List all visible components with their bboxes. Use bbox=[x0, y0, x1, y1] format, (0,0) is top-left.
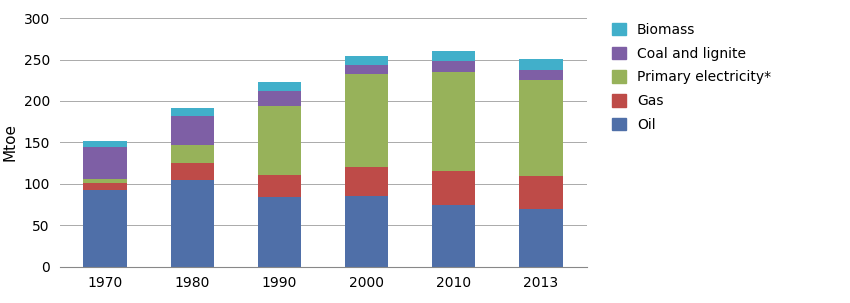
Bar bbox=[258, 175, 301, 197]
Y-axis label: Mtoe: Mtoe bbox=[3, 123, 18, 161]
Bar bbox=[519, 209, 563, 267]
Bar bbox=[171, 163, 214, 180]
Bar bbox=[432, 51, 475, 61]
Bar bbox=[258, 91, 301, 106]
Bar bbox=[258, 197, 301, 267]
Bar bbox=[83, 190, 127, 267]
Bar bbox=[432, 61, 475, 72]
Bar bbox=[258, 106, 301, 175]
Bar bbox=[345, 75, 388, 167]
Bar bbox=[519, 69, 563, 80]
Bar bbox=[432, 171, 475, 205]
Bar bbox=[345, 196, 388, 267]
Bar bbox=[432, 205, 475, 267]
Bar bbox=[83, 183, 127, 190]
Bar bbox=[345, 167, 388, 196]
Bar bbox=[171, 145, 214, 163]
Bar bbox=[83, 147, 127, 179]
Bar bbox=[519, 80, 563, 175]
Bar bbox=[345, 65, 388, 75]
Bar bbox=[83, 179, 127, 183]
Bar bbox=[171, 108, 214, 116]
Bar bbox=[432, 72, 475, 171]
Bar bbox=[83, 141, 127, 147]
Bar bbox=[171, 116, 214, 145]
Bar bbox=[345, 56, 388, 65]
Bar bbox=[519, 175, 563, 209]
Legend: Biomass, Coal and lignite, Primary electricity*, Gas, Oil: Biomass, Coal and lignite, Primary elect… bbox=[609, 20, 774, 135]
Bar bbox=[519, 59, 563, 69]
Bar bbox=[171, 180, 214, 267]
Bar bbox=[258, 82, 301, 91]
